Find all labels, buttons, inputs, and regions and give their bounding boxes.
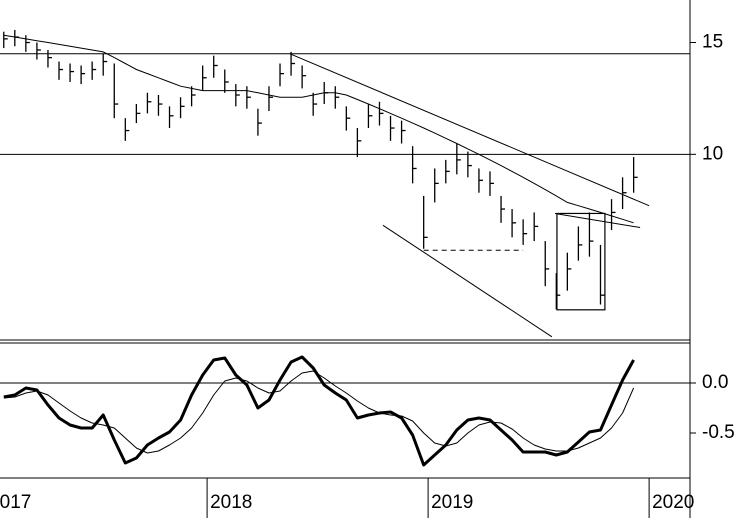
trend-line: [382, 224, 553, 338]
trend-line: [289, 53, 650, 207]
x-tick-label: 2019: [431, 492, 473, 513]
oscillator-line: [3, 355, 635, 467]
y-tick-label: 15: [702, 32, 723, 53]
oscillator-line: [3, 370, 635, 454]
trend-line: [554, 213, 641, 228]
x-tick-label: 2017: [0, 492, 31, 513]
x-tick-label: 2020: [652, 492, 694, 513]
x-tick-label: 2018: [210, 492, 252, 513]
range-box: [556, 212, 606, 311]
moving-average: [3, 34, 634, 224]
y-tick-label: 10: [702, 143, 723, 164]
y-tick-label: 0.0: [702, 372, 728, 393]
y-tick-label: -0.5: [702, 422, 735, 443]
